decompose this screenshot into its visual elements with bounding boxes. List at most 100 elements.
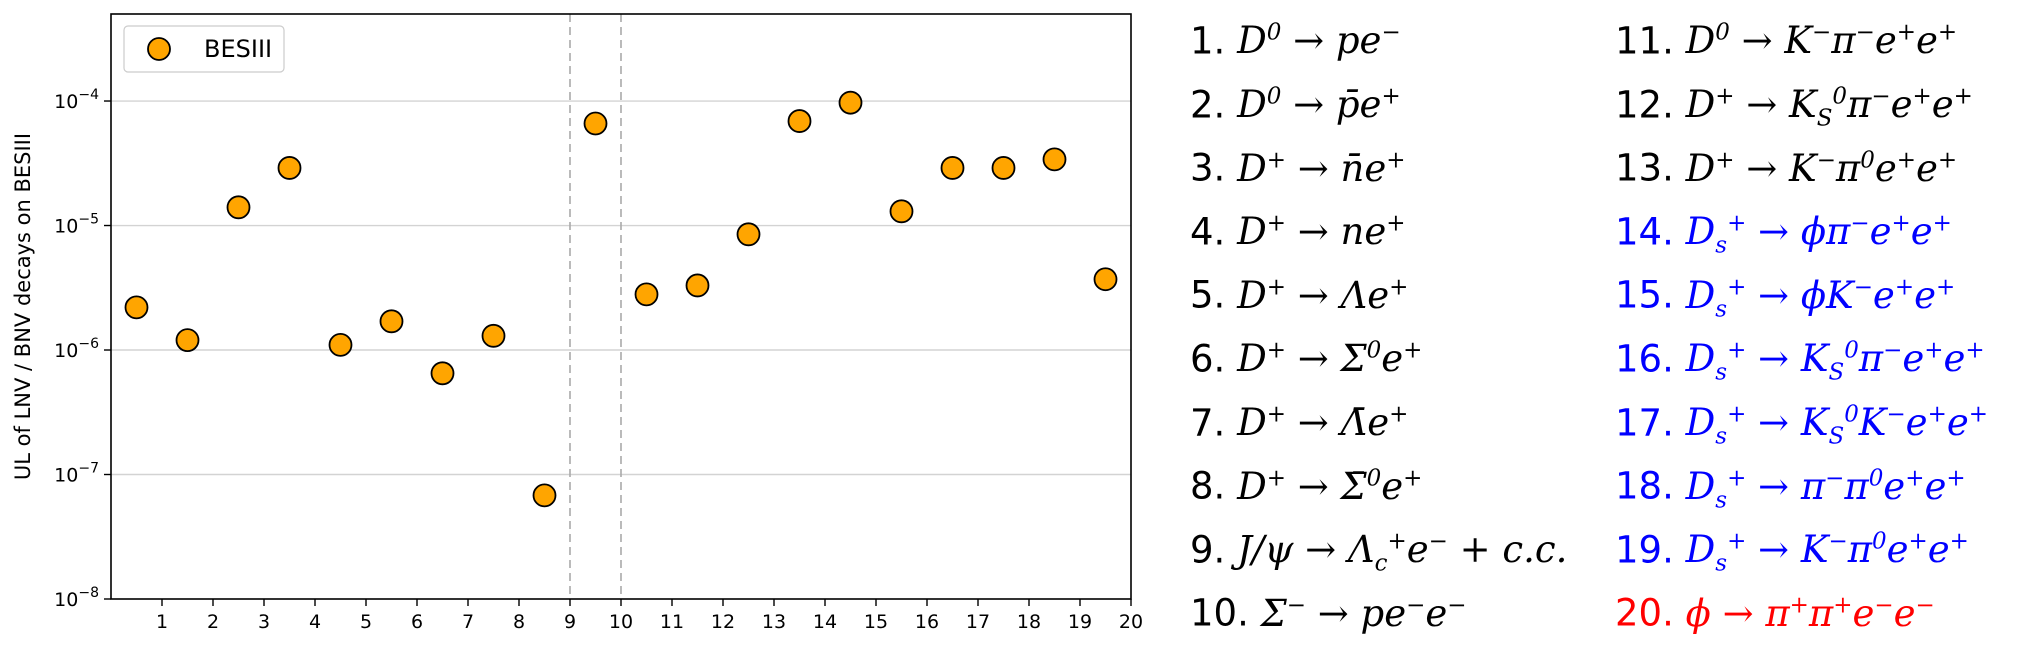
decay-formula: D+ → KS0π−e+e+	[1685, 82, 1973, 132]
x-tick-label: 3	[258, 611, 270, 633]
scatter-chart: 1 2 3 4 5 6 7 8 9 10 11 12 13 14 15 16 17 18 19 20 10−810−7…	[11, 13, 1143, 633]
x-tick-label: 1	[156, 611, 168, 633]
legend-box	[123, 25, 285, 73]
divider-lines	[569, 14, 622, 599]
y-axis: 10−8 10−7 10−6 10−5 10−4	[54, 87, 111, 611]
decay-item: 12. D+ → KS0π−e+e+	[1615, 82, 1973, 132]
data-point	[889, 199, 914, 224]
data-point	[379, 309, 404, 334]
y-axis-label: UL of LNV / BNV decays on BESIII	[11, 133, 35, 480]
decay-item: 18. Ds+ → π−π0e+e+	[1615, 467, 1966, 512]
x-tick-label: 20	[1119, 611, 1143, 633]
x-tick-label: 12	[711, 611, 735, 633]
decay-number: 9.	[1190, 528, 1238, 572]
decay-formula: J/ψ → Λc+e− + c.c.	[1237, 528, 1568, 577]
x-tick-label: 16	[915, 611, 939, 633]
x-tick-label: 15	[864, 611, 888, 633]
decay-formula: D+ → Σ0e+	[1237, 337, 1423, 381]
decay-formula: Σ− → pe−e−	[1260, 591, 1467, 635]
decay-formula: Ds+ → K−π0e+e+	[1685, 528, 1969, 577]
decay-item: 14. Ds+ → ϕπ−e+e+	[1615, 210, 1952, 258]
x-tick-label: 10	[609, 611, 633, 633]
decay-item: 10. Σ− → pe−e−	[1190, 594, 1467, 632]
decay-item: 7. D+ → Λ̄e+	[1190, 403, 1408, 441]
x-tick-label: 8	[513, 611, 525, 633]
decay-number: 3.	[1190, 146, 1238, 190]
decay-formula: D+ → n̄e+	[1237, 146, 1406, 190]
data-point	[838, 90, 863, 115]
data-point	[532, 483, 557, 508]
x-tick-label: 14	[813, 611, 837, 633]
decay-number: 15.	[1615, 273, 1686, 317]
decay-item: 16. Ds+ → KS0π−e+e+	[1615, 340, 1985, 385]
data-point	[328, 332, 353, 357]
decay-number: 18.	[1615, 464, 1686, 508]
data-point	[685, 273, 710, 298]
data-point	[277, 156, 302, 180]
decay-number: 6.	[1190, 337, 1238, 381]
decay-number: 4.	[1190, 210, 1238, 254]
data-point	[430, 361, 455, 386]
decay-formula: D0 → K−π−e+e+	[1685, 19, 1958, 63]
decay-number: 20.	[1615, 591, 1686, 635]
data-point	[1093, 267, 1118, 292]
decay-number: 14.	[1615, 210, 1686, 254]
decay-item: 4. D+ → ne+	[1190, 210, 1406, 254]
x-tick-label: 7	[462, 611, 474, 633]
decay-list: 1. D0 → pe− 2. D0 → p̄e+ 3. D+ → n̄e+ 4. D+…	[1190, 22, 2010, 642]
decay-number: 10.	[1190, 591, 1261, 635]
decay-item: 13. D+ → K−π0e+e+	[1615, 149, 1957, 187]
data-point	[583, 111, 608, 136]
y-tick-label: 10−5	[54, 212, 99, 238]
x-tick-label: 11	[660, 611, 684, 633]
y-tick-label: 10−8	[54, 585, 99, 611]
decay-item: 19. Ds+ → K−π0e+e+	[1615, 528, 1969, 577]
legend-label: BESIII	[204, 35, 272, 63]
y-tick-label: 10−6	[54, 336, 99, 362]
x-tick-label: 19	[1068, 611, 1092, 633]
x-tick-label: 2	[207, 611, 219, 633]
decay-number: 16.	[1615, 337, 1686, 381]
decay-formula: D+ → K−π0e+e+	[1685, 146, 1958, 190]
decay-number: 2.	[1190, 82, 1238, 126]
x-tick-label: 18	[1017, 611, 1041, 633]
decay-formula: D+ → ne+	[1237, 210, 1406, 254]
data-point	[124, 295, 149, 320]
data-points	[124, 90, 1118, 508]
x-tick-label: 9	[564, 611, 576, 633]
x-tick-label: 17	[966, 611, 990, 633]
data-point	[481, 323, 506, 348]
decay-formula: D+ → Σ̄0e+	[1237, 464, 1423, 508]
data-point	[1042, 147, 1067, 172]
decay-formula: D0 → p̄e+	[1237, 82, 1401, 126]
decay-number: 12.	[1615, 82, 1686, 126]
decay-item: 9. J/ψ → Λc+e− + c.c.	[1190, 528, 1568, 577]
decay-formula: D0 → pe−	[1237, 19, 1401, 63]
decay-item: 2. D0 → p̄e+	[1190, 82, 1401, 126]
decay-formula: Ds+ → KS0π−e+e+	[1685, 337, 1985, 386]
data-point	[175, 328, 200, 353]
decay-item: 3. D+ → n̄e+	[1190, 149, 1405, 187]
data-point	[226, 195, 251, 220]
decay-item: 8. D+ → Σ̄0e+	[1190, 467, 1422, 505]
decay-item: 17. Ds+ → KS0K−e+e+	[1615, 403, 1988, 449]
decay-formula: D+ → Λe+	[1237, 273, 1409, 317]
x-axis: 1 2 3 4 5 6 7 8 9 10 11 12 13 14 15 16 17 18 19 20	[156, 599, 1143, 633]
decay-item: 6. D+ → Σ0e+	[1190, 337, 1423, 381]
decay-item: 5. D+ → Λe+	[1190, 276, 1408, 314]
decay-number: 19.	[1615, 528, 1686, 572]
y-tick-label: 10−7	[54, 461, 99, 487]
decay-number: 5.	[1190, 273, 1238, 317]
decay-number: 11.	[1615, 19, 1686, 63]
data-point	[991, 156, 1016, 180]
decay-item: 1. D0 → pe−	[1190, 19, 1401, 63]
data-point	[787, 109, 812, 133]
x-tick-label: 13	[762, 611, 786, 633]
decay-number: 8.	[1190, 464, 1238, 508]
x-tick-label: 4	[309, 611, 321, 633]
decay-item: 11. D0 → K−π−e+e+	[1615, 19, 1958, 63]
legend: BESIII	[123, 25, 285, 73]
data-point	[736, 222, 761, 247]
decay-number: 1.	[1190, 19, 1238, 63]
x-tick-label: 5	[360, 611, 372, 633]
